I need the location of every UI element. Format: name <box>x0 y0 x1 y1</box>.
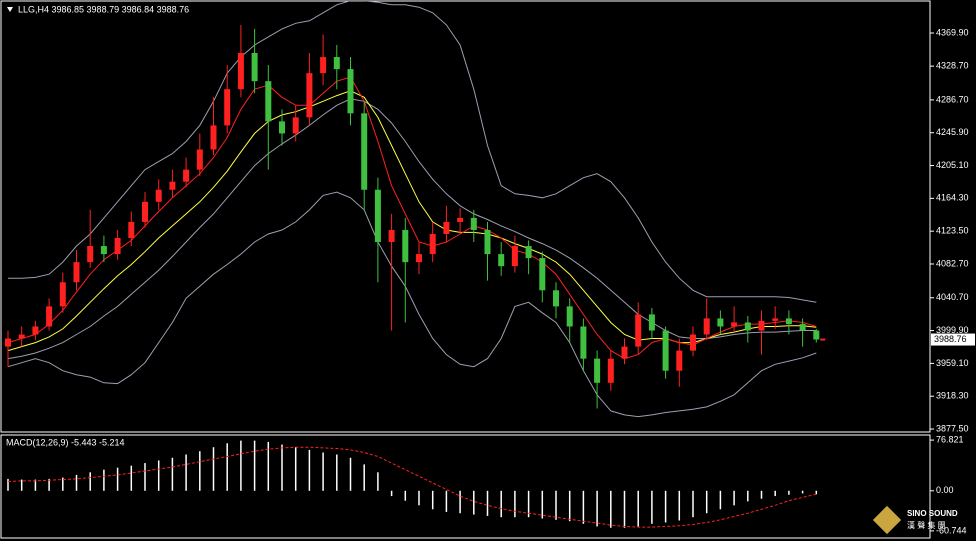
chart-title: LLG,H4 3986.85 3988.79 3986.84 3988.76 <box>18 4 189 14</box>
y-tick-label: -60.744 <box>936 525 967 535</box>
candle-body <box>662 330 669 371</box>
candle-body <box>224 89 231 126</box>
candle-body <box>429 233 436 255</box>
candle-body <box>155 189 162 202</box>
y-tick-label: 4286.70 <box>936 94 969 104</box>
candle-body <box>388 229 395 243</box>
y-tick-label: 3877.50 <box>936 423 969 433</box>
candle-body <box>717 318 724 327</box>
candle-body <box>758 320 765 331</box>
candle-body <box>484 229 491 255</box>
candle-body <box>59 282 66 307</box>
indicator-line <box>8 1 817 303</box>
indicator-line <box>7 76 817 360</box>
y-tick-label: 3999.90 <box>936 325 969 335</box>
candle-body <box>703 318 710 335</box>
candle-body <box>580 326 587 359</box>
candle-body <box>607 358 614 383</box>
axes: 4369.90 4328.70 4286.70 4245.90 4205.10 4164.… <box>930 27 975 535</box>
candle-body <box>210 125 217 150</box>
y-tick-label: 3918.30 <box>936 391 969 401</box>
y-tick-label: 4205.10 <box>936 160 969 170</box>
macd-title: MACD(12,26,9) -5.443 -5.214 <box>6 437 125 447</box>
candle-body <box>813 330 820 340</box>
y-tick-label: 4369.90 <box>936 27 969 37</box>
candle-body <box>443 221 450 234</box>
candle-body <box>676 350 683 371</box>
candle-body <box>785 318 792 325</box>
price-tag <box>931 333 975 346</box>
y-tick-label: 4123.50 <box>936 226 969 236</box>
candle-body <box>183 169 190 182</box>
candle-body <box>361 113 368 190</box>
y-tick-label: 4082.70 <box>936 258 969 268</box>
y-tick-label: 4164.30 <box>936 193 969 203</box>
candle-body <box>402 229 409 263</box>
menu-arrow <box>7 7 13 12</box>
candle-body <box>594 358 601 383</box>
y-tick-label: 3959.10 <box>936 358 969 368</box>
candle-body <box>237 53 244 90</box>
candle-body <box>566 306 573 327</box>
price-panel <box>0 0 931 433</box>
brand-sub: 漢 聲 集 團 <box>907 520 946 530</box>
candle-body <box>525 246 532 259</box>
candle-body <box>416 254 422 263</box>
candle-body <box>799 324 806 331</box>
y-tick-label: 76.821 <box>936 434 964 444</box>
candle-body <box>772 318 779 321</box>
candle-body <box>539 258 546 291</box>
candle-body <box>292 117 299 134</box>
signal-line <box>7 446 817 528</box>
candle-body <box>320 57 327 74</box>
candle-body <box>128 221 135 239</box>
candle-body <box>87 246 94 263</box>
candle-body <box>46 306 53 327</box>
candle-body <box>470 217 477 230</box>
candle-body <box>32 326 39 335</box>
candle-body <box>18 334 25 339</box>
candle-body <box>333 57 340 70</box>
indicator-line <box>7 98 817 360</box>
candle-body <box>306 73 313 118</box>
candle-body <box>498 254 505 267</box>
candle-body <box>374 189 381 243</box>
y-tick-label: 4040.70 <box>936 292 969 302</box>
candle-body <box>251 53 258 82</box>
candle-body <box>511 246 518 267</box>
price-plot <box>5 1 826 418</box>
y-tick-label: 4328.70 <box>936 61 969 71</box>
macd-panel <box>0 434 931 539</box>
candle-body <box>744 322 751 331</box>
y-tick-label: 0.00 <box>936 485 954 495</box>
candle-body <box>690 334 696 351</box>
candle-body <box>73 262 80 283</box>
candle-body <box>621 346 628 359</box>
brand: SINO SOUND <box>907 509 958 518</box>
logo <box>872 505 902 535</box>
candle-body <box>5 338 11 347</box>
price-tag-label: 3988.76 <box>934 334 967 344</box>
candle-body <box>457 217 464 222</box>
candle-body <box>169 181 176 190</box>
indicator-line <box>7 191 817 418</box>
candle-body <box>100 246 107 255</box>
candle-body <box>635 314 642 347</box>
candle-body <box>196 149 203 170</box>
watermark: SINO SOUND 漢 聲 集 團 <box>872 505 958 535</box>
candle-body <box>648 314 655 331</box>
candle-body <box>347 69 354 114</box>
candle-body <box>142 201 148 222</box>
candle-body <box>279 121 285 134</box>
y-tick-label: 4245.90 <box>936 127 969 137</box>
macd-plot <box>7 440 818 528</box>
candle-body <box>731 322 738 327</box>
candle-body <box>265 81 272 122</box>
candle-body <box>553 290 559 307</box>
candle-body <box>114 238 121 255</box>
